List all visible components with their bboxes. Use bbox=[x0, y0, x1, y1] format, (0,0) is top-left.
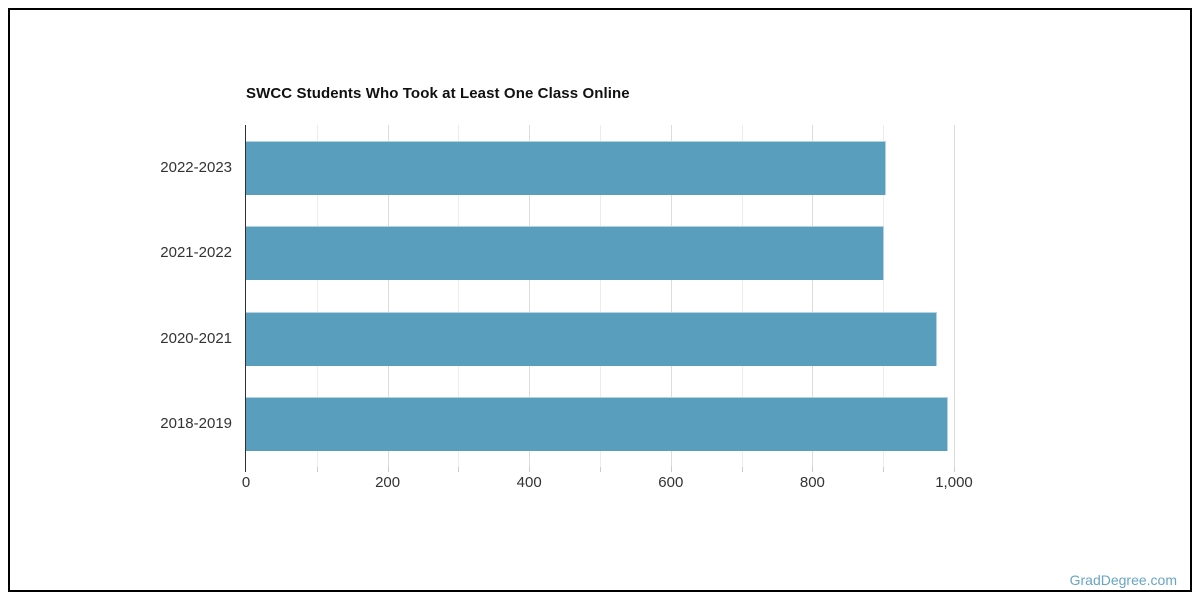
y-axis-label-2021-2022: 2021-2022 bbox=[160, 244, 232, 262]
watermark-link[interactable]: GradDegree.com bbox=[1069, 572, 1177, 588]
x-tick-800 bbox=[812, 467, 814, 472]
bar-2021-2022[interactable] bbox=[246, 226, 884, 281]
bar-2022-2023[interactable] bbox=[246, 140, 886, 195]
x-axis-label-1,000: 1,000 bbox=[935, 474, 973, 491]
x-tick-100 bbox=[316, 467, 318, 472]
gridline-major-200 bbox=[387, 125, 389, 467]
x-tick-500 bbox=[600, 467, 601, 472]
x-tick-400 bbox=[529, 467, 531, 472]
bar-2018-2019[interactable] bbox=[246, 397, 949, 452]
x-axis-label-800: 800 bbox=[799, 474, 825, 491]
gridline-major-600 bbox=[670, 125, 672, 467]
gridline-minor-700 bbox=[741, 125, 743, 467]
x-axis-label-0: 0 bbox=[241, 474, 251, 491]
x-axis-label-400: 400 bbox=[516, 474, 542, 491]
plot-area bbox=[246, 125, 955, 467]
gridline-minor-300 bbox=[458, 125, 460, 467]
y-axis-label-2018-2019: 2018-2019 bbox=[160, 415, 232, 433]
x-axis-label-200: 200 bbox=[375, 474, 401, 491]
x-tick-200 bbox=[387, 467, 389, 472]
x-tick-300 bbox=[458, 467, 460, 472]
gridline-minor-900 bbox=[883, 125, 885, 467]
x-tick-600 bbox=[670, 467, 672, 472]
x-tick-1000 bbox=[954, 467, 955, 472]
gridline-minor-500 bbox=[600, 125, 601, 467]
gridline-minor-100 bbox=[316, 125, 318, 467]
gridline-major-800 bbox=[812, 125, 814, 467]
gridline-major-400 bbox=[529, 125, 531, 467]
x-axis-label-600: 600 bbox=[658, 474, 684, 491]
bar-2020-2021[interactable] bbox=[246, 311, 937, 366]
chart-title: SWCC Students Who Took at Least One Clas… bbox=[246, 85, 630, 102]
x-tick-700 bbox=[741, 467, 743, 472]
y-axis-label-2022-2023: 2022-2023 bbox=[160, 158, 232, 176]
y-axis-label-2020-2021: 2020-2021 bbox=[160, 329, 232, 347]
y-axis-line bbox=[245, 125, 246, 472]
gridline-major-1000 bbox=[954, 125, 955, 467]
x-tick-900 bbox=[883, 467, 885, 472]
